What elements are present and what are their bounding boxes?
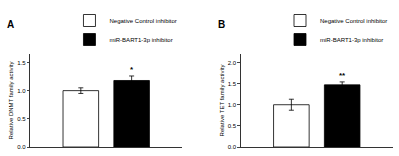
svg-text:1.0: 1.0 (228, 102, 237, 108)
svg-text:1.5: 1.5 (17, 60, 26, 66)
svg-text:**: ** (339, 71, 346, 80)
svg-text:B: B (218, 19, 225, 30)
svg-text:2.0: 2.0 (228, 60, 237, 66)
svg-text:0.0: 0.0 (17, 144, 26, 150)
svg-text:0.0: 0.0 (228, 144, 237, 150)
svg-text:Negative Control inhibitor: Negative Control inhibitor (109, 18, 176, 24)
svg-text:miR-BART1-3p inhibitor: miR-BART1-3p inhibitor (109, 37, 172, 43)
svg-text:Relative TET family activity: Relative TET family activity (219, 65, 225, 137)
svg-text:*: * (130, 65, 134, 74)
svg-text:0.5: 0.5 (228, 123, 237, 129)
svg-text:miR-BART1-3p inhibitor: miR-BART1-3p inhibitor (320, 37, 383, 43)
svg-text:Negative Control inhibitor: Negative Control inhibitor (320, 18, 387, 24)
svg-text:A: A (7, 19, 14, 30)
svg-text:Relative DNMT family activity: Relative DNMT family activity (8, 62, 14, 140)
svg-text:0.5: 0.5 (17, 116, 26, 122)
svg-text:1.0: 1.0 (17, 88, 26, 94)
svg-text:1.5: 1.5 (228, 81, 237, 87)
